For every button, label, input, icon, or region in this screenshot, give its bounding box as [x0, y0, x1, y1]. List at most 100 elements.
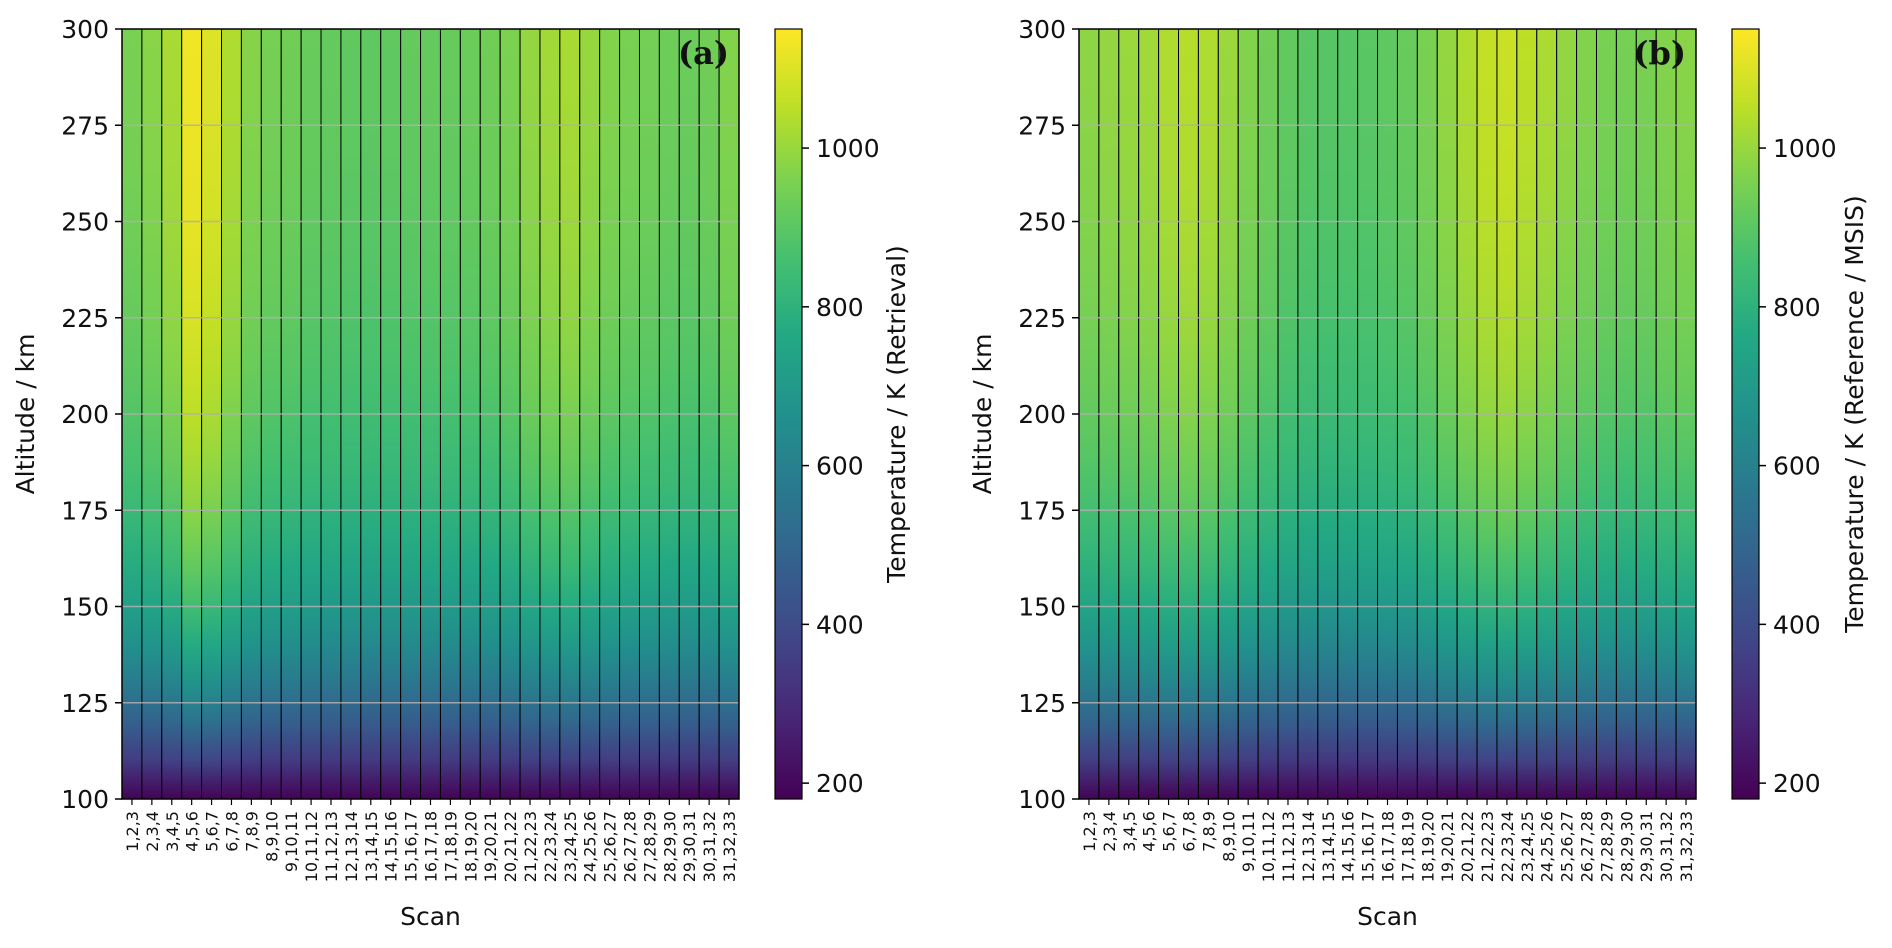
colorbar-label: Temperature / K (Reference / MSIS)	[1840, 195, 1869, 633]
x-tick-label: 15,16,17	[1359, 811, 1378, 882]
y-tick-label: 250	[1018, 208, 1066, 237]
colorbar-tick-label: 400	[816, 610, 864, 639]
x-tick-label: 11,12,13	[322, 811, 341, 882]
x-tick-label: 10,11,12	[302, 811, 321, 882]
x-tick-label: 22,23,24	[1498, 811, 1517, 882]
colorbar-tick-label: 600	[1773, 452, 1821, 481]
x-tick-label: 27,28,29	[640, 811, 659, 882]
x-tick-label: 7,8,9	[1199, 811, 1218, 852]
y-axis-label: Altitude / km	[11, 334, 40, 495]
x-tick-label: 1,2,3	[1080, 811, 1099, 852]
y-axis-label: Altitude / km	[968, 334, 997, 495]
x-tick-label: 9,10,11	[282, 811, 301, 872]
x-tick-label: 17,18,19	[441, 811, 460, 882]
y-tick-label: 300	[61, 15, 109, 44]
x-tick-label: 31,32,33	[1677, 811, 1696, 882]
x-tick-label: 11,12,13	[1279, 811, 1298, 882]
y-tick-label: 100	[1018, 785, 1066, 814]
x-tick-label: 13,14,15	[362, 811, 381, 882]
x-tick-label: 30,31,32	[1657, 811, 1676, 882]
x-tick-label: 17,18,19	[1398, 811, 1417, 882]
y-tick-label: 150	[1018, 593, 1066, 622]
x-tick-label: 25,26,27	[601, 811, 620, 882]
x-tick-label: 18,19,20	[461, 811, 480, 882]
x-tick-label: 9,10,11	[1239, 811, 1258, 872]
colorbar-label: Temperature / K (Retrieval)	[882, 245, 911, 584]
colorbar-tick-label: 200	[1773, 769, 1821, 798]
x-tick-label: 23,24,25	[561, 811, 580, 882]
x-tick-label: 2,3,4	[143, 811, 162, 852]
x-tick-label: 19,20,21	[1438, 811, 1457, 882]
x-tick-label: 28,29,30	[1617, 811, 1636, 882]
panel-a: 100 125 150 175 200 225 250 275 300 1,2,3 2,3,4 3,4…	[11, 15, 911, 931]
x-tick-label: 29,30,31	[1637, 811, 1656, 882]
y-tick-label: 125	[61, 689, 109, 718]
x-tick-label: 16,17,18	[1379, 811, 1398, 882]
x-tick-label: 16,17,18	[422, 811, 441, 882]
colorbar-tick-label: 1000	[1773, 134, 1837, 163]
x-tick-label: 24,25,26	[581, 811, 600, 882]
colorbar-tick-label: 200	[816, 769, 864, 798]
y-tick-label: 275	[61, 111, 109, 140]
x-tick-label: 20,21,22	[501, 811, 520, 882]
y-tick-label: 175	[1018, 496, 1066, 525]
x-tick-label: 8,9,10	[1219, 811, 1238, 862]
y-tick-label: 300	[1018, 15, 1066, 44]
y-tick-label: 275	[1018, 111, 1066, 140]
colorbar-tick-label: 1000	[816, 134, 880, 163]
colorbar	[774, 28, 803, 800]
x-tick-label: 12,13,14	[1299, 811, 1318, 882]
x-tick-label: 30,31,32	[700, 811, 719, 882]
y-tick-label: 250	[61, 208, 109, 237]
colorbar	[1731, 28, 1760, 800]
x-tick-label: 3,4,5	[1120, 811, 1139, 852]
x-tick-label: 23,24,25	[1518, 811, 1537, 882]
colorbar-tick-label: 600	[816, 452, 864, 481]
x-tick-label: 26,27,28	[1578, 811, 1597, 882]
x-tick-label: 21,22,23	[521, 811, 540, 882]
x-axis-label: Scan	[1357, 902, 1418, 931]
x-tick-label: 2,3,4	[1100, 811, 1119, 852]
colorbar-tick-label: 800	[1773, 293, 1821, 322]
x-tick-label: 29,30,31	[680, 811, 699, 882]
x-tick-label: 24,25,26	[1538, 811, 1557, 882]
x-tick-label: 19,20,21	[481, 811, 500, 882]
x-axis-label: Scan	[400, 902, 461, 931]
y-tick-label: 175	[61, 496, 109, 525]
x-tick-label: 25,26,27	[1558, 811, 1577, 882]
x-tick-label: 6,7,8	[1179, 811, 1198, 852]
x-tick-label: 15,16,17	[402, 811, 421, 882]
x-tick-label: 8,9,10	[262, 811, 281, 862]
x-tick-label: 5,6,7	[203, 811, 222, 852]
x-tick-label: 21,22,23	[1478, 811, 1497, 882]
x-tick-label: 22,23,24	[541, 811, 560, 882]
panel-label: (b)	[1633, 34, 1686, 72]
panel-b: 100 125 150 175 200 225 250 275 300 1,2,3 2,3,4 3,4…	[968, 15, 1869, 931]
x-tick-label: 31,32,33	[720, 811, 739, 882]
x-tick-label: 26,27,28	[621, 811, 640, 882]
x-tick-label: 27,28,29	[1597, 811, 1616, 882]
y-tick-label: 125	[1018, 689, 1066, 718]
y-tick-label: 225	[1018, 304, 1066, 333]
panel-label: (a)	[678, 34, 729, 72]
y-tick-label: 225	[61, 304, 109, 333]
x-tick-label: 20,21,22	[1458, 811, 1477, 882]
x-tick-label: 28,29,30	[660, 811, 679, 882]
x-tick-label: 12,13,14	[342, 811, 361, 882]
x-tick-label: 5,6,7	[1160, 811, 1179, 852]
x-tick-label: 1,2,3	[123, 811, 142, 852]
x-tick-label: 10,11,12	[1259, 811, 1278, 882]
x-tick-label: 6,7,8	[222, 811, 241, 852]
colorbar-tick-label: 800	[816, 293, 864, 322]
x-tick-label: 14,15,16	[382, 811, 401, 882]
x-tick-label: 4,5,6	[183, 811, 202, 852]
x-tick-label: 3,4,5	[163, 811, 182, 852]
y-tick-label: 100	[61, 785, 109, 814]
y-tick-label: 200	[1018, 400, 1066, 429]
y-tick-label: 200	[61, 400, 109, 429]
x-tick-label: 13,14,15	[1319, 811, 1338, 882]
colorbar-tick-label: 400	[1773, 610, 1821, 639]
y-tick-label: 150	[61, 593, 109, 622]
